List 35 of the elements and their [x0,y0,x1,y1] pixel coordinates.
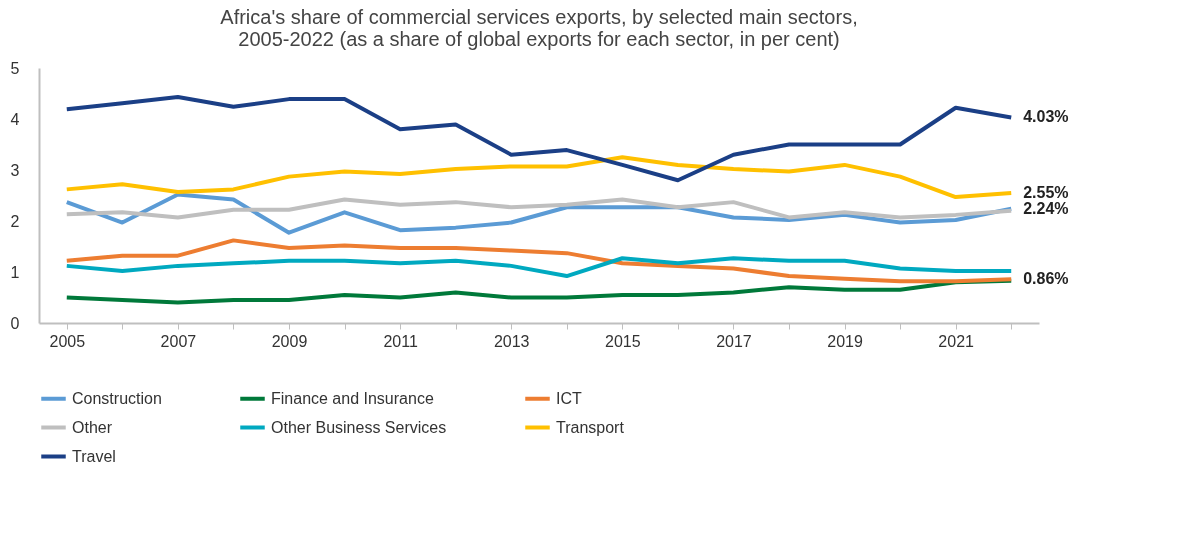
line-series [64,95,1014,183]
legend-label: Other [72,418,113,436]
x-tick-label: 2007 [160,332,197,350]
x-tick-label: 2009 [271,332,308,350]
data-label: 0.86% [1023,270,1069,288]
x-tick-label: 2005 [49,332,86,350]
line-series [64,238,1014,284]
legend-label: ICT [556,389,582,407]
x-tick-label: 2017 [716,332,752,350]
legend-label: Other Business Services [271,418,447,436]
y-tick-label: 5 [10,59,20,77]
x-tick-label: 2019 [827,332,863,350]
text: 2005-2022 (as a share of global exports for each sector, in per cent) [238,28,840,50]
line-series [64,278,1014,305]
line-series [64,256,1014,279]
x-tick-label: 2015 [605,332,641,350]
x-tick-label: 2011 [383,332,418,350]
x-tick-label: 2013 [493,332,530,350]
x-tick-label: 2021 [938,332,975,350]
y-tick-label: 2 [10,212,20,230]
line-series [64,155,1014,200]
data-label: 2.55% [1023,183,1069,201]
y-tick-label: 0 [10,314,20,332]
text: Africa's share of commercial services exports, by selected main sectors, [220,6,858,28]
data-label: 2.24% [1023,199,1069,217]
legend-label: Construction [72,389,162,407]
y-tick-label: 3 [10,161,20,179]
line-series [64,192,1014,235]
legend-label: Transport [556,418,625,436]
legend-label: Travel [72,447,116,465]
line-series [64,197,1014,220]
y-tick-label: 1 [10,263,20,281]
data-label: 4.03% [1023,108,1069,126]
legend-label: Finance and Insurance [271,389,434,407]
y-tick-label: 4 [10,110,20,128]
